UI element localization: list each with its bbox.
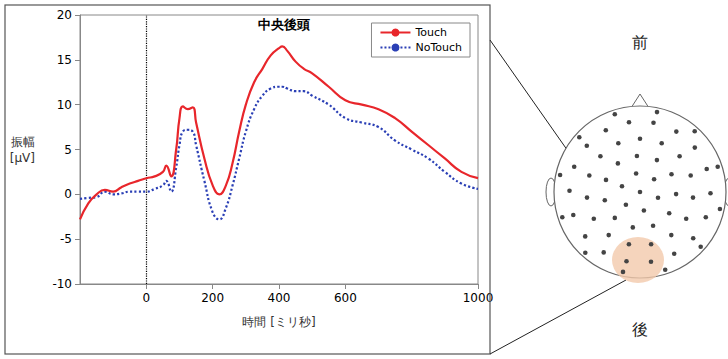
svg-text:400: 400 [268,291,291,305]
svg-text:後: 後 [632,320,648,339]
svg-text:NoTouch: NoTouch [415,41,462,54]
svg-text:振幅: 振幅 [11,135,35,149]
svg-text:5: 5 [64,143,72,157]
svg-text:10: 10 [57,98,72,112]
svg-text:20: 20 [57,8,72,22]
svg-text:200: 200 [201,291,224,305]
svg-text:-10: -10 [52,277,72,291]
svg-text:0: 0 [64,187,72,201]
svg-text:[μV]: [μV] [10,151,35,165]
svg-text:時間 [ミリ秒]: 時間 [ミリ秒] [242,315,315,329]
svg-text:15: 15 [57,53,72,67]
svg-text:Touch: Touch [414,26,447,39]
svg-text:600: 600 [334,291,357,305]
svg-text:1000: 1000 [463,291,494,305]
svg-text:前: 前 [632,33,648,52]
svg-text:0: 0 [143,291,151,305]
svg-text:-5: -5 [60,232,72,246]
svg-text:中央後頭: 中央後頭 [258,17,310,32]
